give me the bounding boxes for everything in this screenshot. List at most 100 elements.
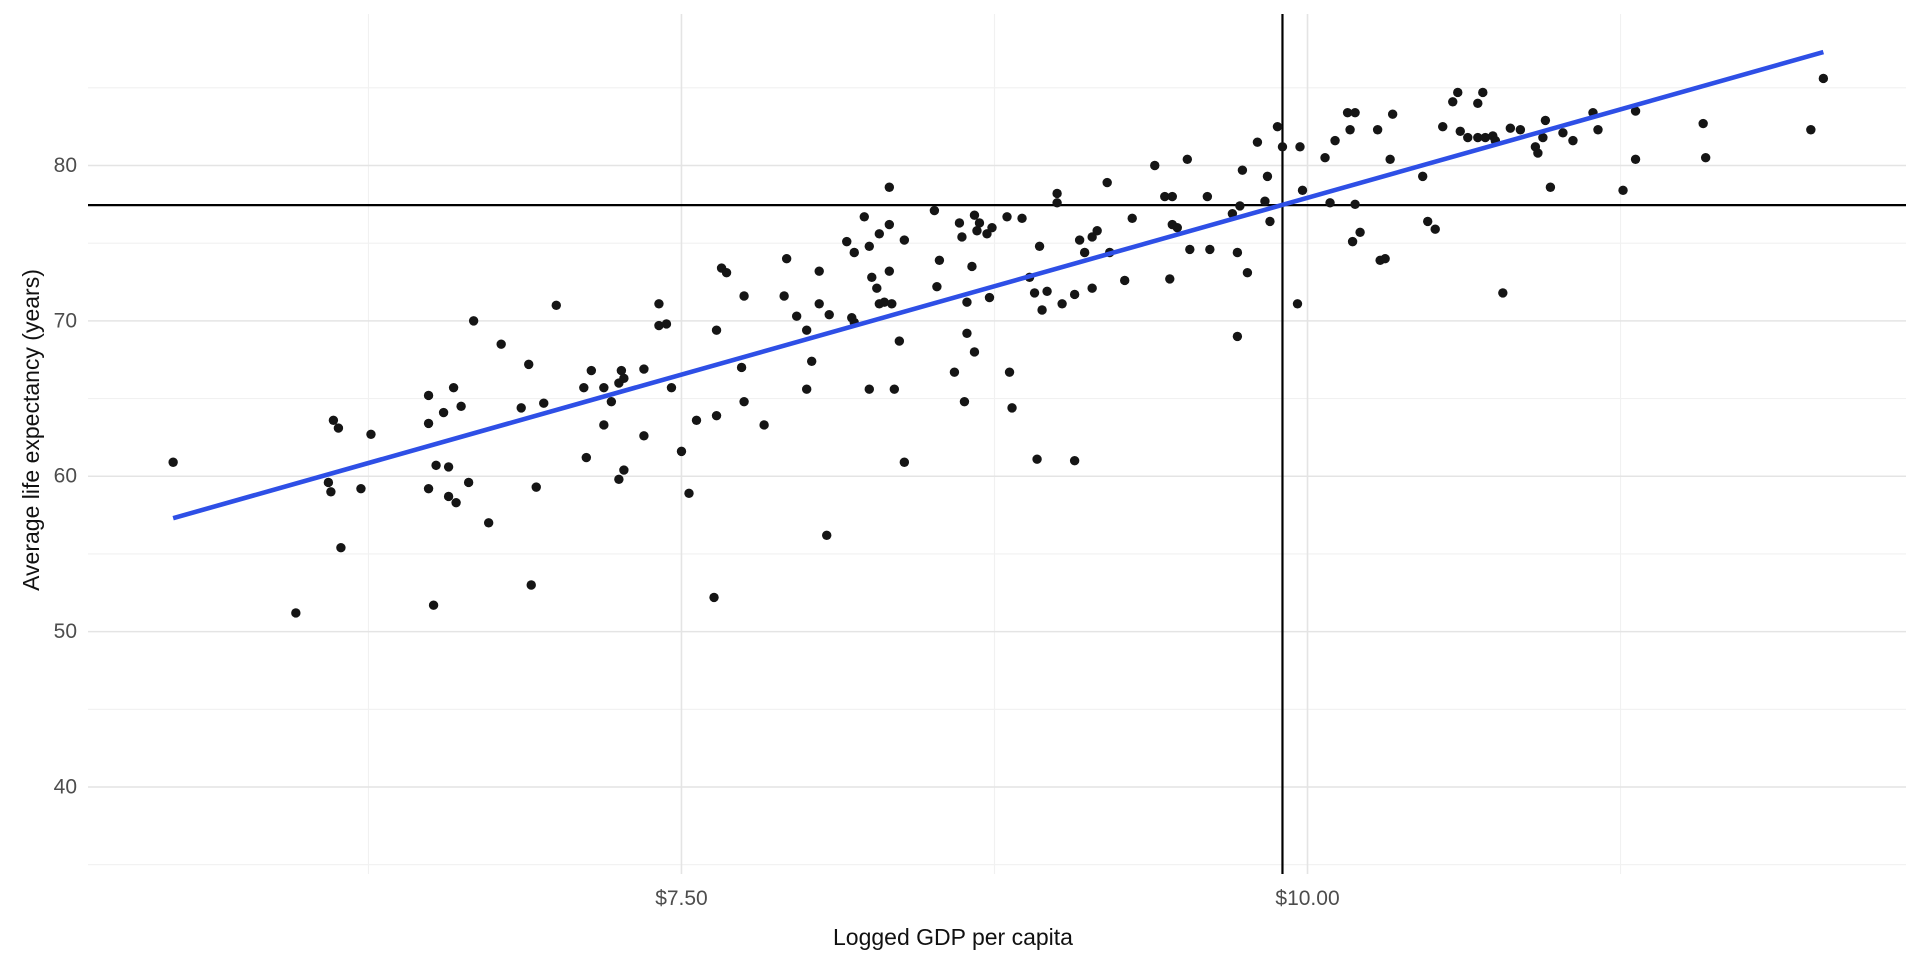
data-point (872, 283, 882, 293)
data-point (526, 580, 536, 590)
data-point (448, 382, 459, 393)
data-point (984, 292, 995, 303)
data-point (1345, 125, 1355, 135)
data-point (1438, 121, 1448, 132)
data-point (1172, 222, 1182, 233)
x-tick-label: $7.50 (655, 887, 708, 910)
data-point (438, 407, 449, 418)
data-point (884, 266, 895, 276)
data-point (1150, 160, 1160, 171)
data-point (1372, 125, 1383, 135)
data-point (709, 592, 719, 603)
x-tick-label: $10.00 (1275, 887, 1339, 910)
y-tick-label: 70 (54, 309, 77, 332)
data-point (1533, 148, 1543, 158)
data-point (456, 401, 466, 412)
data-point (962, 297, 972, 307)
data-point (934, 255, 945, 265)
data-point (969, 210, 980, 220)
data-point (1505, 123, 1516, 133)
data-point (957, 232, 967, 242)
data-point (1042, 286, 1052, 297)
data-point (463, 477, 474, 488)
data-point (1004, 367, 1015, 377)
data-point (468, 316, 479, 326)
data-point (1037, 305, 1047, 315)
data-point (1069, 456, 1080, 466)
data-point (972, 226, 982, 236)
data-point (867, 272, 877, 283)
data-point (423, 418, 434, 429)
data-point (1202, 191, 1213, 202)
data-point (874, 229, 885, 239)
data-point (599, 382, 609, 393)
data-point (614, 474, 624, 485)
data-point (639, 431, 649, 441)
data-point (1473, 98, 1483, 109)
data-point (1630, 106, 1641, 116)
data-point (959, 396, 970, 407)
data-point (1262, 171, 1273, 182)
data-point (1029, 288, 1040, 298)
data-point (1453, 87, 1463, 98)
data-point (1325, 198, 1335, 208)
data-point (1387, 109, 1398, 119)
y-tick-label: 40 (54, 775, 77, 798)
data-point (336, 543, 346, 553)
data-point (1272, 121, 1283, 132)
data-point (849, 247, 859, 258)
data-point (1455, 126, 1465, 137)
data-point (801, 325, 812, 335)
data-point (323, 477, 334, 488)
data-point (822, 530, 832, 540)
data-point (736, 362, 747, 373)
data-point (1079, 247, 1090, 258)
data-point (974, 218, 985, 228)
data-point (328, 415, 339, 426)
data-point (1540, 115, 1551, 126)
data-point (1630, 154, 1641, 164)
data-point (606, 396, 617, 407)
data-point (551, 300, 561, 311)
data-point (969, 347, 980, 357)
data-point (1235, 201, 1245, 211)
data-point (1806, 125, 1816, 135)
data-point (1297, 185, 1308, 196)
data-point (779, 291, 789, 301)
data-point (1700, 153, 1711, 163)
data-point (639, 364, 649, 374)
data-point (1818, 73, 1829, 84)
data-point (1385, 154, 1395, 164)
data-point (1418, 171, 1428, 182)
data-point (1007, 403, 1017, 413)
y-axis-title: Average life expectancy (years) (18, 269, 44, 591)
data-point (619, 373, 629, 384)
data-point (814, 299, 824, 309)
data-point (1545, 182, 1556, 192)
data-point (1423, 216, 1433, 227)
y-tick-label: 80 (54, 154, 77, 177)
data-point (1558, 128, 1568, 138)
data-point (1165, 274, 1175, 284)
data-point (801, 384, 812, 394)
data-point (864, 384, 874, 394)
data-point (539, 398, 549, 408)
data-point (483, 518, 494, 528)
data-point (739, 396, 749, 407)
data-point (443, 462, 454, 472)
data-point (1074, 235, 1085, 245)
data-point (1568, 135, 1578, 146)
data-point (661, 319, 672, 329)
data-point (451, 497, 461, 508)
data-point (954, 218, 965, 228)
data-point (1002, 212, 1012, 222)
data-point (1242, 267, 1253, 278)
data-point (1292, 299, 1303, 309)
data-point (1277, 142, 1288, 152)
data-point (791, 311, 802, 321)
data-point (1167, 191, 1177, 202)
data-point (739, 291, 749, 301)
data-point (428, 600, 439, 610)
